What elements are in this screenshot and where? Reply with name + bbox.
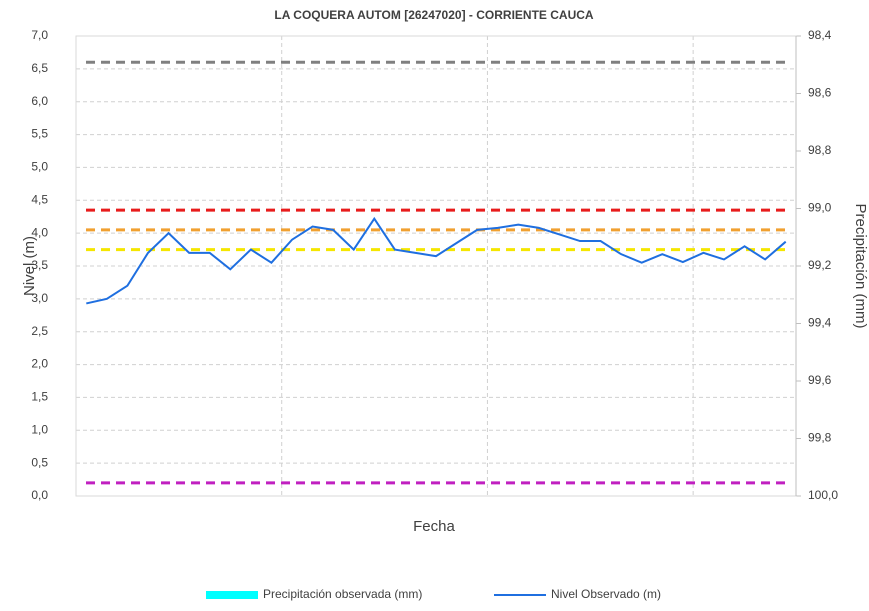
y2-tick-label: 99,8 — [808, 431, 832, 445]
y2-axis-title: Precipitación (mm) — [852, 203, 869, 328]
y-tick-label: 5,0 — [31, 160, 48, 174]
y-tick-label: 1,5 — [31, 390, 48, 404]
y-tick-label: 5,5 — [31, 127, 48, 141]
y-tick-label: 2,0 — [31, 357, 48, 371]
y-tick-label: 7,0 — [31, 28, 48, 42]
y-tick-label: 2,5 — [31, 324, 48, 338]
y-tick-label: 4,5 — [31, 192, 48, 206]
y2-tick-label: 99,2 — [808, 258, 832, 272]
y-tick-label: 6,0 — [31, 94, 48, 108]
y2-tick-label: 98,6 — [808, 86, 832, 100]
y2-tick-label: 100,0 — [808, 488, 838, 502]
y-tick-label: 0,5 — [31, 455, 48, 469]
y-tick-label: 1,0 — [31, 422, 48, 436]
y-axis-title: Nivel (m) — [21, 236, 38, 296]
legend-swatch — [206, 591, 258, 599]
legend-label: Precipitación observada (mm) — [263, 587, 422, 601]
y2-tick-label: 99,6 — [808, 373, 832, 387]
y2-tick-label: 99,0 — [808, 201, 832, 215]
y-tick-label: 3,0 — [31, 291, 48, 305]
y-tick-label: 0,0 — [31, 488, 48, 502]
data-line — [86, 216, 787, 305]
chart-title: LA COQUERA AUTOM [26247020] - CORRIENTE … — [274, 8, 593, 22]
y2-tick-label: 99,4 — [808, 316, 832, 330]
y-tick-label: 6,5 — [31, 61, 48, 75]
y-tick-label: 3,5 — [31, 258, 48, 272]
x-axis-title: Fecha — [413, 518, 455, 535]
legend-label: Nivel Observado (m) — [551, 587, 661, 601]
y-tick-label: 4,0 — [31, 225, 48, 239]
y2-tick-label: 98,4 — [808, 28, 832, 42]
y2-tick-label: 98,8 — [808, 143, 832, 157]
